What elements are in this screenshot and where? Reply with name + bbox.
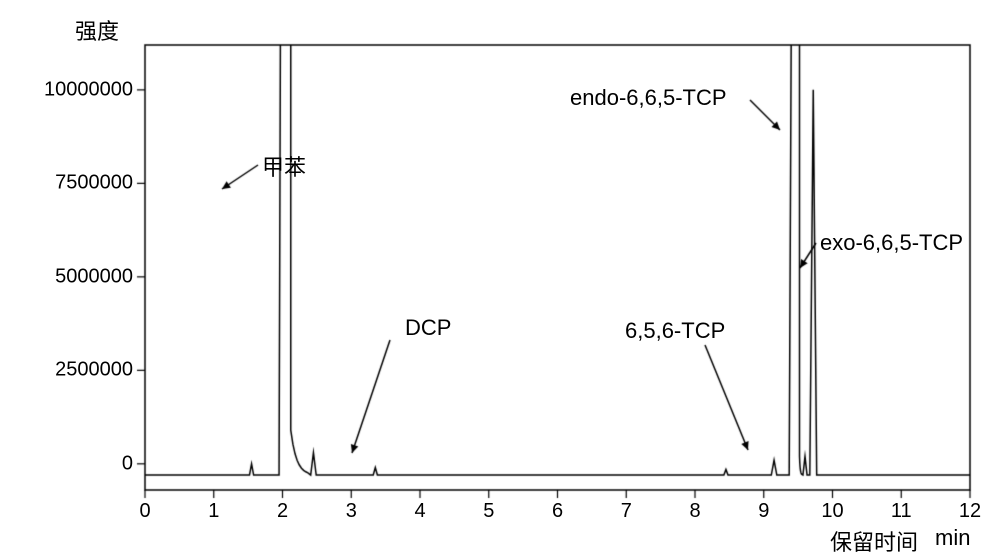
x-tick-label: 3 bbox=[346, 500, 357, 523]
x-tick-label: 1 bbox=[208, 500, 219, 523]
y-tick-label: 0 bbox=[122, 452, 133, 475]
annotation-656tcp: 6,5,6-TCP bbox=[625, 318, 725, 344]
x-tick-label: 0 bbox=[139, 500, 150, 523]
chromatogram-canvas bbox=[0, 0, 1000, 558]
x-tick-label: 7 bbox=[621, 500, 632, 523]
x-tick-label: 9 bbox=[758, 500, 769, 523]
x-tick-label: 5 bbox=[483, 500, 494, 523]
annotation-exo665tcp: exo-6,6,5-TCP bbox=[820, 230, 963, 256]
x-tick-label: 12 bbox=[959, 500, 981, 523]
x-axis-unit: min bbox=[935, 525, 970, 551]
y-tick-label: 10000000 bbox=[44, 78, 133, 101]
x-tick-label: 6 bbox=[552, 500, 563, 523]
x-tick-label: 8 bbox=[689, 500, 700, 523]
x-tick-label: 10 bbox=[821, 500, 843, 523]
y-tick-label: 5000000 bbox=[55, 265, 133, 288]
annotation-dcp: DCP bbox=[405, 315, 451, 341]
annotation-endo665tcp: endo-6,6,5-TCP bbox=[570, 85, 727, 111]
y-axis-title: 强度 bbox=[75, 14, 119, 46]
x-tick-label: 2 bbox=[277, 500, 288, 523]
chart-container: 强度 保留时间 min 0123456789101112025000005000… bbox=[0, 0, 1000, 558]
x-axis-title: 保留时间 bbox=[830, 525, 918, 557]
annotation-toluene: 甲苯 bbox=[262, 150, 306, 182]
x-tick-label: 4 bbox=[414, 500, 425, 523]
y-tick-label: 2500000 bbox=[55, 359, 133, 382]
x-tick-label: 11 bbox=[891, 500, 912, 523]
y-tick-label: 7500000 bbox=[55, 172, 133, 195]
